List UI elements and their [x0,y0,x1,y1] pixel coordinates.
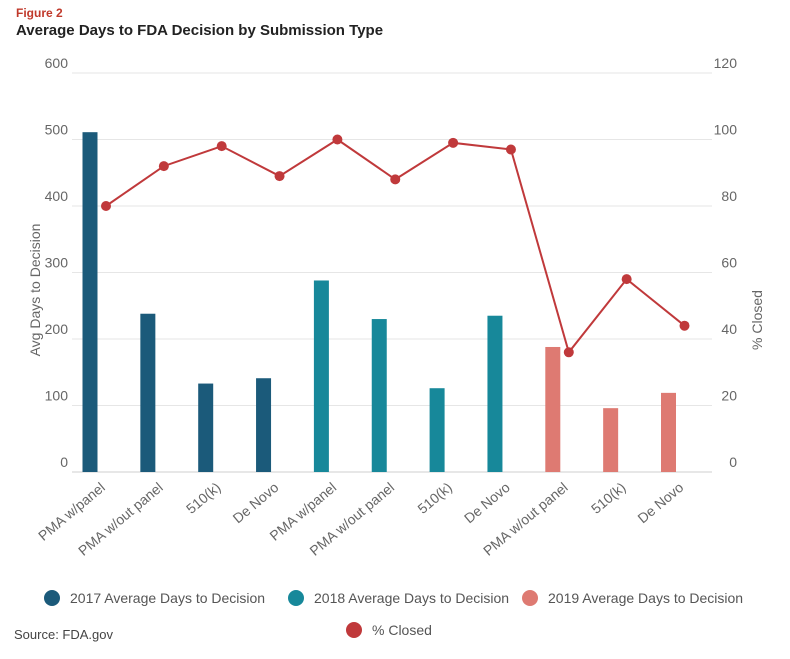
legend-item-2019: 2019 Average Days to Decision [522,590,743,606]
legend-swatch [288,590,304,606]
y-tick-label: 100 [45,388,69,404]
x-tick-label: De Novo [634,479,686,526]
bar [603,408,619,472]
legend-label: 2018 Average Days to Decision [314,590,510,606]
legend-item-2018: 2018 Average Days to Decision [288,590,509,606]
legend-swatch [522,590,538,606]
bar [256,378,272,472]
bar [661,392,676,472]
y-tick-label: 300 [45,255,69,271]
closed-point [563,347,574,358]
bar [198,383,214,472]
y-tick-label: 200 [45,321,69,337]
y-tick-label: 600 [45,55,69,71]
closed-point [274,171,285,182]
legend-swatch [44,590,60,606]
y-right-tick-label: 80 [721,188,737,204]
closed-point [621,274,632,285]
y-right-tick-label: 60 [721,255,737,271]
y-right-tick-label: 20 [721,388,737,404]
legend-label: 2017 Average Days to Decision [70,590,266,606]
legend-item-2017: 2017 Average Days to Decision [44,590,265,606]
y-tick-label: 400 [45,188,69,204]
x-tick-label: 510(k) [414,479,455,517]
y-right-tick-label: 0 [729,454,737,470]
bar [545,346,561,472]
bar [313,280,329,472]
y-tick-label: 0 [60,454,68,470]
bar [429,388,445,472]
closed-point [679,320,690,331]
legend-label: 2019 Average Days to Decision [548,590,744,606]
closed-line [105,138,686,355]
legend-label: % Closed [372,622,432,638]
bar [140,313,156,472]
closed-point [505,144,516,155]
legend-item-closed: % Closed [346,622,432,638]
closed-point [158,161,169,172]
y-axis-right-label: % Closed [749,290,765,350]
closed-point [101,201,111,211]
closed-point [448,137,459,148]
y-tick-label: 500 [45,122,69,138]
figure-label: Figure 2 [16,6,63,20]
y-right-tick-label: 100 [714,122,738,138]
bar [371,319,387,472]
bar [487,315,503,472]
y-right-tick-label: 40 [721,321,737,337]
closed-point [216,141,227,152]
legend-swatch [346,622,362,638]
bar [82,132,98,472]
y-right-tick-label: 120 [714,55,738,71]
x-tick-label: De Novo [229,479,281,526]
x-tick-label: 510(k) [588,479,629,517]
closed-point [390,174,401,185]
y-axis-label: Avg Days to Decision [27,224,43,357]
x-tick-label: De Novo [461,479,513,526]
source-note: Source: FDA.gov [14,627,113,642]
closed-point [332,134,343,145]
x-tick-label: 510(k) [183,479,224,517]
chart-title: Average Days to FDA Decision by Submissi… [16,22,384,39]
